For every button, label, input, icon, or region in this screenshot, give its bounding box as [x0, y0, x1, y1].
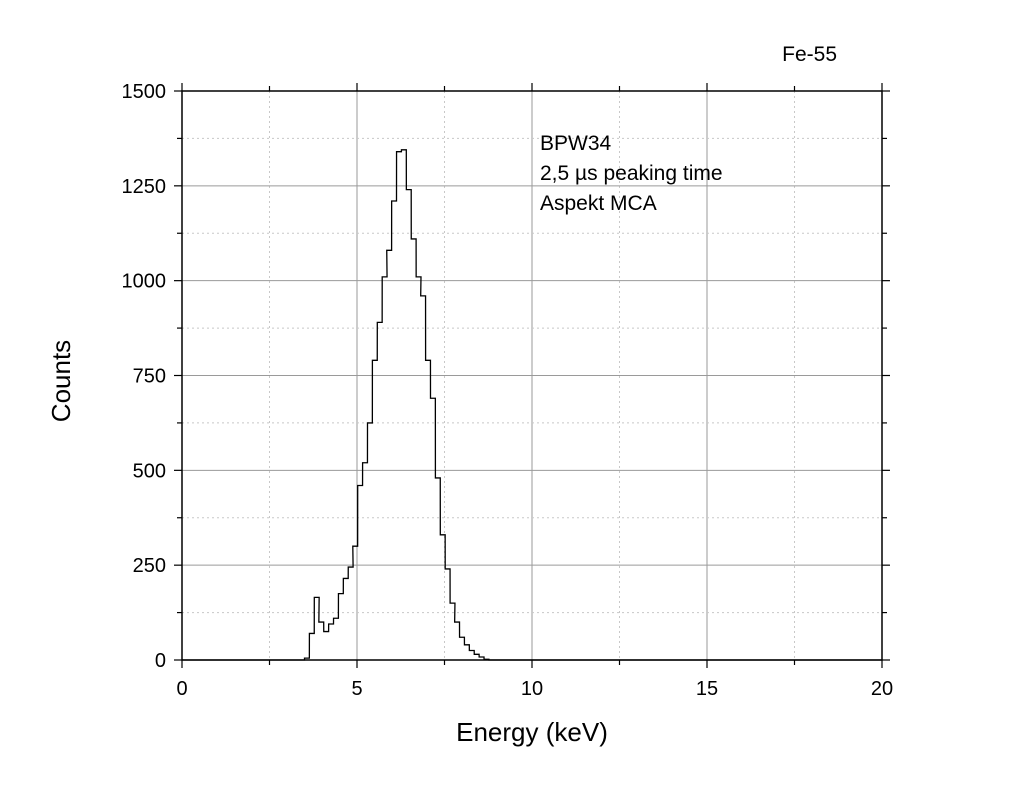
y-tick-label: 0	[155, 650, 166, 672]
annotation-line-2: 2,5 µs peaking time	[540, 162, 723, 185]
grid-lines	[182, 91, 882, 660]
y-tick-label: 1250	[122, 176, 167, 198]
y-tick-labels: 0 250 500 750 1000 1250 1500	[122, 81, 167, 672]
series-counts-step-line	[182, 149, 882, 661]
axis-ticks	[174, 83, 890, 668]
y-tick-label: 1500	[122, 81, 167, 103]
annotation-line-3: Aspekt MCA	[540, 192, 657, 215]
x-tick-labels: 0 5 10 15 20	[176, 678, 893, 700]
corner-label: Fe-55	[782, 43, 837, 66]
y-axis-title: Counts	[46, 340, 76, 422]
x-axis-title: Energy (keV)	[456, 717, 608, 747]
plot-frame	[181, 90, 883, 661]
x-tick-label: 15	[696, 678, 718, 700]
x-tick-label: 0	[176, 678, 187, 700]
y-tick-label: 500	[133, 460, 166, 482]
x-tick-label: 5	[351, 678, 362, 700]
x-tick-label: 10	[521, 678, 543, 700]
y-tick-label: 250	[133, 555, 166, 577]
annotation-line-1: BPW34	[540, 132, 612, 155]
x-tick-label: 20	[871, 678, 893, 700]
y-tick-label: 1000	[122, 271, 167, 293]
y-tick-label: 750	[133, 366, 166, 388]
